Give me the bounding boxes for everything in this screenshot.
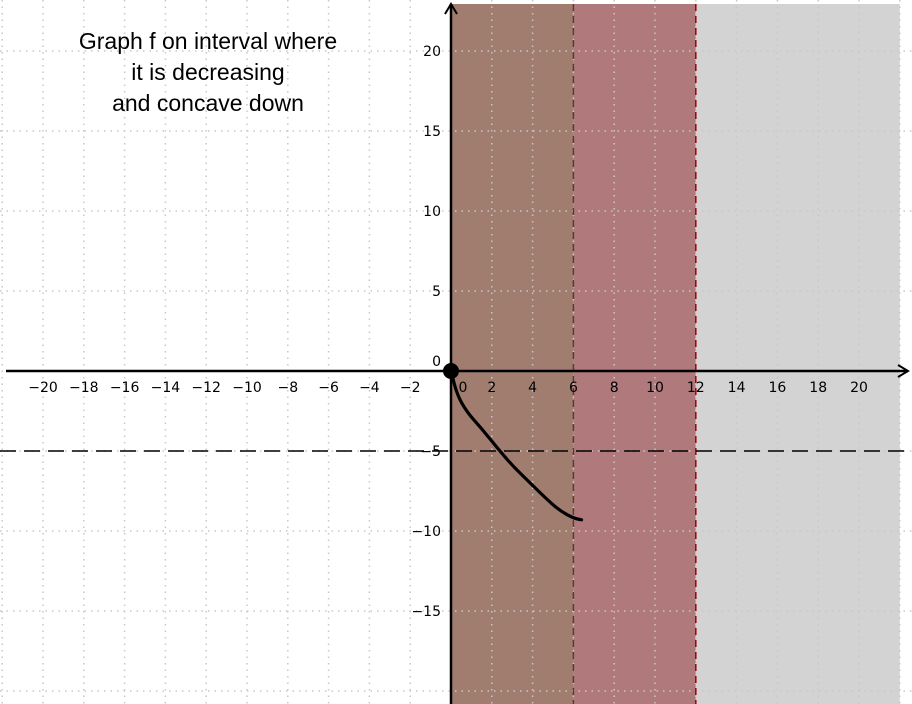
instruction-line-2: it is decreasing	[131, 59, 285, 85]
x-tick-label: 4	[528, 380, 537, 396]
y-tick-label: 5	[432, 284, 441, 300]
x-axis-arrow	[897, 364, 910, 378]
curve-line[interactable]	[449, 369, 584, 522]
x-tick-label: 6	[569, 380, 578, 396]
x-tick-label: 10	[646, 380, 664, 396]
instruction-line-3: and concave down	[112, 90, 304, 116]
shaded-region-3	[695, 4, 900, 704]
x-tick-label: 0	[459, 380, 468, 396]
shaded-regions	[451, 4, 900, 704]
x-tick-label: 16	[768, 380, 786, 396]
x-tick-label: 2	[487, 380, 496, 396]
y-tick-labels: 20 15 10 5 0 −5 −10 −15	[411, 44, 441, 620]
sketched-curve[interactable]	[449, 369, 584, 522]
y-tick-label: −5	[420, 444, 441, 460]
x-tick-label: 14	[728, 380, 746, 396]
start-point-marker[interactable]	[443, 363, 459, 379]
y-tick-label: −15	[411, 604, 441, 620]
x-tick-label: 12	[687, 380, 705, 396]
x-tick-label: 8	[610, 380, 619, 396]
x-tick-label: −10	[232, 380, 262, 396]
starting-point[interactable]	[443, 363, 459, 379]
x-tick-label: −18	[69, 380, 99, 396]
instruction-text: Graph f on interval where it is decreasi…	[0, 26, 416, 119]
x-tick-label: −20	[28, 380, 58, 396]
x-tick-label: −6	[318, 380, 339, 396]
y-tick-label: 20	[423, 44, 441, 60]
y-axis-arrow	[444, 2, 458, 15]
x-tick-label: −12	[191, 380, 221, 396]
x-tick-label: −8	[277, 380, 298, 396]
y-tick-label: 10	[423, 204, 441, 220]
y-tick-label: 0	[432, 354, 441, 370]
x-tick-labels: −20 −18 −16 −14 −12 −10 −8 −6 −4 −2 0 2 4 6 8 10 12 14 16 1…	[28, 380, 868, 396]
y-tick-label: −10	[411, 524, 441, 540]
x-tick-label: −4	[359, 380, 380, 396]
shaded-region-2	[573, 4, 696, 704]
x-tick-label: −16	[110, 380, 140, 396]
shaded-region-1	[451, 4, 574, 704]
x-tick-label: 18	[809, 380, 827, 396]
x-tick-label: −2	[400, 380, 421, 396]
x-tick-label: 20	[850, 380, 868, 396]
y-tick-label: 15	[423, 124, 441, 140]
x-tick-label: −14	[151, 380, 181, 396]
instruction-line-1: Graph f on interval where	[78, 28, 338, 54]
